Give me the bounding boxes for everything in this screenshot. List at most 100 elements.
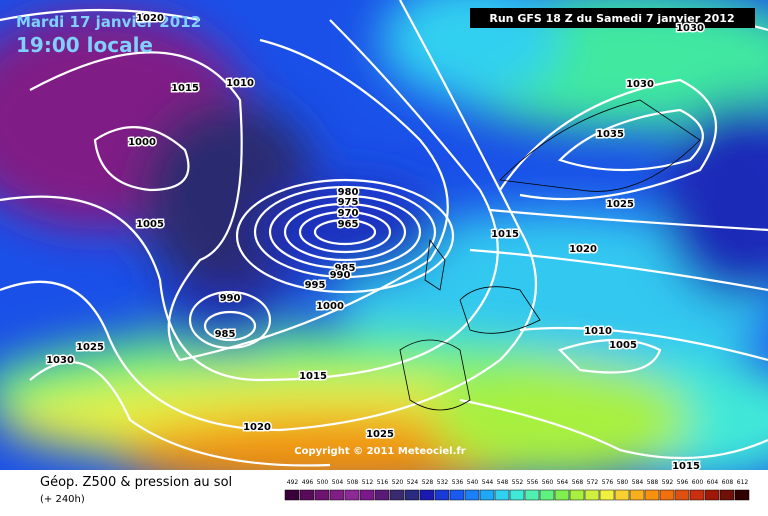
run-box [470,8,755,28]
isobar-label: 995 [305,280,326,291]
scale-label: 528 [422,479,434,486]
isobar-label: 1025 [76,342,104,353]
isobar-label: 985 [215,329,236,340]
scale-label: 608 [722,479,734,486]
scale-cell [284,489,300,501]
coastlines [399,99,701,411]
scale-label: 544 [482,479,494,486]
scale-label: 496 [302,479,314,486]
scale-cell [539,489,555,501]
scale-cell [554,489,570,501]
date-label: Mardi 17 janvier 2012 [16,13,201,31]
scale-label: 520 [392,479,404,486]
scale-label: 508 [347,479,359,486]
scale-label: 556 [527,479,539,486]
scale-cell [494,489,510,501]
scale-cell [314,489,330,501]
isobar-label: 1015 [672,461,700,472]
scale-label: 516 [377,479,389,486]
scale-cell [689,489,705,501]
scale-cell [734,489,750,501]
isobar-label: 1010 [226,78,254,89]
scale-cell [374,489,390,501]
isobar-label: 1025 [606,199,634,210]
scale-label: 504 [332,479,344,486]
scale-label: 512 [362,479,374,486]
scale-cell [674,489,690,501]
scale-cell [509,489,525,501]
isobar-label: 1015 [171,83,199,94]
isobar-label: 980 [338,187,359,198]
scale-label: 552 [512,479,524,486]
scale-label: 584 [632,479,644,486]
scale-cell [524,489,540,501]
scale-label: 580 [617,479,629,486]
scale-label: 536 [452,479,464,486]
scale-cell [329,489,345,501]
field [0,0,768,470]
isobar-label: 1015 [299,371,327,382]
scale-cell [389,489,405,501]
scale-label: 572 [587,479,599,486]
isobar-label: 965 [338,219,359,230]
isobar-label: 985 [335,263,356,274]
scale-label: 568 [572,479,584,486]
isobar-label: 1020 [243,422,271,433]
scale-label: 612 [737,479,749,486]
isobar-label: 1000 [128,137,156,148]
isobar-label: 1000 [316,301,344,312]
scale-label: 592 [662,479,674,486]
scale-label: 500 [317,479,329,486]
isobar-label: 970 [338,208,359,219]
isobar-label: 1030 [46,355,74,366]
footer-title: Géop. Z500 & pression au sol [40,475,232,490]
scale-label: 524 [407,479,419,486]
scale-label: 540 [467,479,479,486]
scale-cell [344,489,360,501]
scale-cell [629,489,645,501]
run-label: Run GFS 18 Z du Samedi 7 janvier 2012 [489,12,734,25]
scale-cell [614,489,630,501]
isobar-label: 1035 [596,129,624,140]
isobar-label: 1025 [366,429,394,440]
footer-lead: (+ 240h) [40,494,85,505]
scale-label: 604 [707,479,719,486]
scale-cell [599,489,615,501]
isobar-label: 990 [220,293,241,304]
scale-cell [419,489,435,501]
isobar-label: 1030 [676,23,704,34]
scale-cell [299,489,315,501]
scale-label: 492 [287,479,299,486]
isobar-label: 1030 [626,79,654,90]
scale-cell [569,489,585,501]
scale-cell [464,489,480,501]
scale-cell [659,489,675,501]
scale-cell [434,489,450,501]
scale-cell [449,489,465,501]
isobar-label: 990 [330,270,351,281]
isobar-label: 1020 [569,244,597,255]
scale-label: 548 [497,479,509,486]
scale-label: 576 [602,479,614,486]
isobar-label: 1005 [136,219,164,230]
scale-label: 600 [692,479,704,486]
scale-label: 560 [542,479,554,486]
scale-label: 588 [647,479,659,486]
scale-cell [584,489,600,501]
isobar-label: 1020 [136,13,164,24]
copyright: Copyright © 2011 Meteociel.fr [294,446,465,457]
isobar-label: 975 [338,197,359,208]
scale-cell [479,489,495,501]
scale-label: 596 [677,479,689,486]
time-label: 19:00 locale [16,33,153,57]
isobar-label: 1005 [609,340,637,351]
scale-label: 532 [437,479,449,486]
scale-cell [719,489,735,501]
isobar-label: 1015 [491,229,519,240]
isobar-label: 1010 [584,326,612,337]
scale-cell [404,489,420,501]
scale-cell [704,489,720,501]
scale-cell [359,489,375,501]
